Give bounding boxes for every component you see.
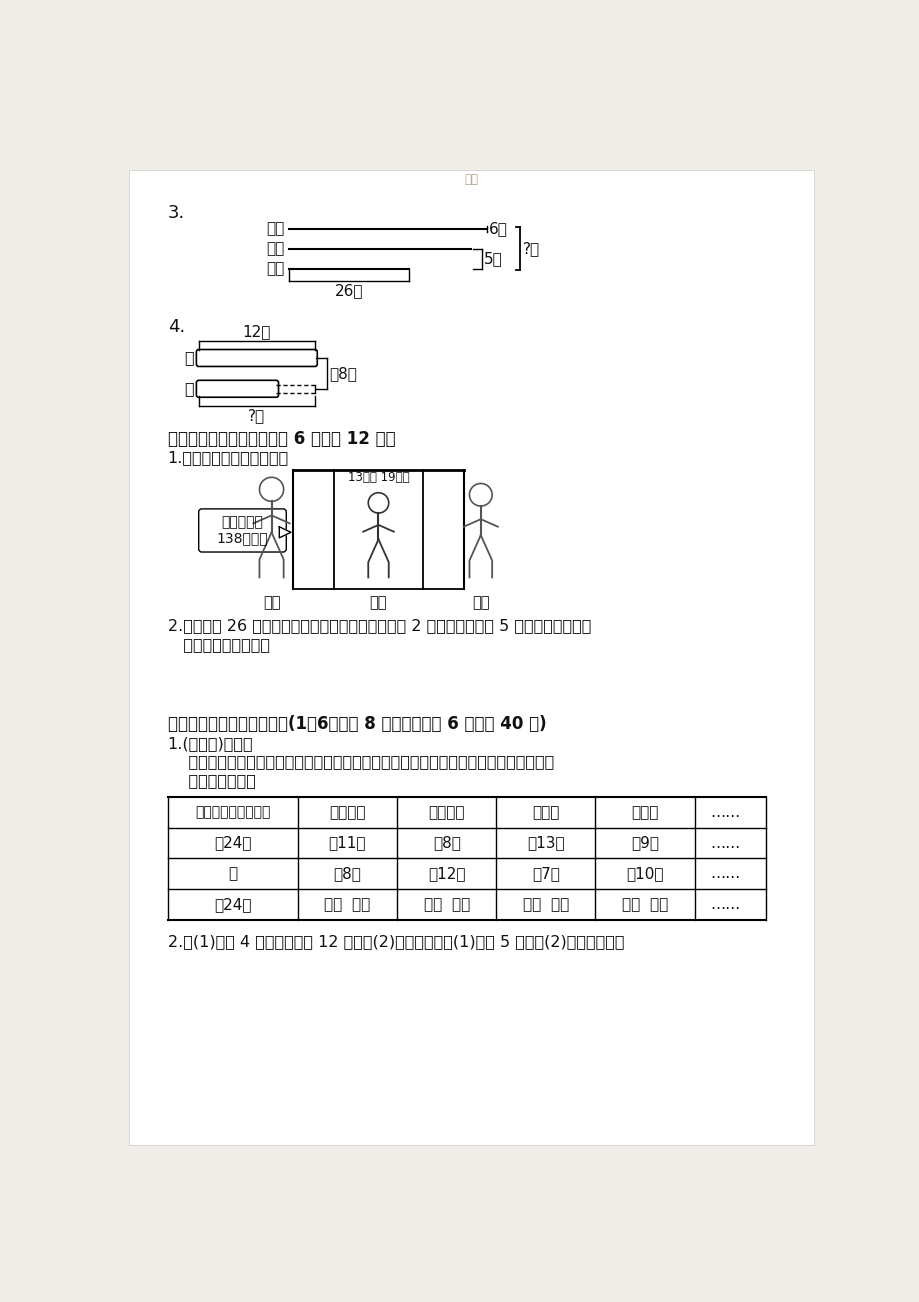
Text: 下10人: 下10人 <box>626 866 664 881</box>
Text: 下7人: 下7人 <box>531 866 560 881</box>
Text: 6朵: 6朵 <box>489 221 507 236</box>
Text: 26朵: 26朵 <box>335 284 363 298</box>
Text: 13厘米 19厘米: 13厘米 19厘米 <box>347 471 409 484</box>
Text: 人民路: 人民路 <box>531 805 559 820</box>
Text: 多，卡车有多少辆？: 多，卡车有多少辆？ <box>167 637 269 652</box>
Text: ……: …… <box>709 805 740 820</box>
Text: 五、按要求完成下面各题。(1、6题每题 8 分，其余每题 6 分，共 40 分): 五、按要求完成下面各题。(1、6题每题 8 分，其余每题 6 分，共 40 分) <box>167 715 546 733</box>
Text: 上9人: 上9人 <box>630 836 658 850</box>
Text: 下面是一辆公共汽车运行过程中上、下车人数的记录，请根据每站上、下车人数情况算: 下面是一辆公共汽车运行过程中上、下车人数的记录，请根据每站上、下车人数情况算 <box>167 755 553 769</box>
FancyBboxPatch shape <box>196 380 278 397</box>
Text: 四、生活中的数学。（每题 6 分，共 12 分）: 四、生活中的数学。（每题 6 分，共 12 分） <box>167 430 395 448</box>
Text: 我的身高是
138厘米。: 我的身高是 138厘米。 <box>217 516 268 546</box>
Text: 5朵: 5朵 <box>483 251 502 266</box>
Text: 4.: 4. <box>167 318 185 336</box>
Text: 一算，填一填。: 一算，填一填。 <box>167 773 255 788</box>
Text: 建军路: 建军路 <box>630 805 658 820</box>
Text: 绿花: 绿花 <box>267 262 284 276</box>
Text: 共（  ）人: 共（ ）人 <box>423 897 470 913</box>
FancyBboxPatch shape <box>129 171 813 1144</box>
Text: ……: …… <box>709 897 740 913</box>
Text: 上24人: 上24人 <box>214 836 251 850</box>
Text: 鸭: 鸭 <box>184 350 194 366</box>
Text: ……: …… <box>709 836 740 850</box>
Text: 共24人: 共24人 <box>214 897 251 913</box>
Text: 上8人: 上8人 <box>432 836 460 850</box>
Text: 小智: 小智 <box>471 595 489 611</box>
Text: 红花: 红花 <box>267 221 284 236</box>
Text: 共（  ）人: 共（ ）人 <box>324 897 370 913</box>
Text: 12只: 12只 <box>243 324 271 340</box>
Text: 1.小智的身高是多少厘米？: 1.小智的身高是多少厘米？ <box>167 449 289 465</box>
Text: 少8只: 少8只 <box>329 366 357 381</box>
Text: ……: …… <box>709 866 740 881</box>
Polygon shape <box>279 527 290 538</box>
Text: 汽车总站（始发站）: 汽车总站（始发站） <box>195 805 270 819</box>
Text: 2.停车场有 26 辆小汽车，大客车的辆数是小汽车的 2 倍，卡车再开来 5 辆就与大客车同样: 2.停车场有 26 辆小汽车，大客车的辆数是小汽车的 2 倍，卡车再开来 5 辆… <box>167 618 590 633</box>
Text: 小亮: 小亮 <box>263 595 280 611</box>
Text: 共（  ）人: 共（ ）人 <box>621 897 667 913</box>
Text: ?朵: ?朵 <box>522 241 539 256</box>
Text: 技师学院: 技师学院 <box>428 805 464 820</box>
FancyBboxPatch shape <box>199 509 286 552</box>
Text: 鸡: 鸡 <box>184 381 194 396</box>
FancyBboxPatch shape <box>196 349 317 366</box>
Text: 五星小区: 五星小区 <box>329 805 366 820</box>
Text: 3.: 3. <box>167 204 185 221</box>
Text: ?只: ?只 <box>248 408 265 423</box>
Text: 小英: 小英 <box>369 595 387 611</box>
Text: 下12人: 下12人 <box>427 866 465 881</box>
Text: 一: 一 <box>228 866 237 881</box>
Text: 上13人: 上13人 <box>527 836 564 850</box>
Text: 上11人: 上11人 <box>328 836 366 850</box>
Text: 下8人: 下8人 <box>334 866 361 881</box>
Text: 精选: 精选 <box>464 173 478 186</box>
Text: 2.三(1)班有 4 组同学，每组 12 人，三(2)班的人数比三(1)班少 5 人，三(2)班有多少人？: 2.三(1)班有 4 组同学，每组 12 人，三(2)班的人数比三(1)班少 5… <box>167 934 623 949</box>
Text: 共（  ）人: 共（ ）人 <box>522 897 569 913</box>
Text: 1.(变式题)填表。: 1.(变式题)填表。 <box>167 736 253 751</box>
Text: 黄花: 黄花 <box>267 241 284 256</box>
